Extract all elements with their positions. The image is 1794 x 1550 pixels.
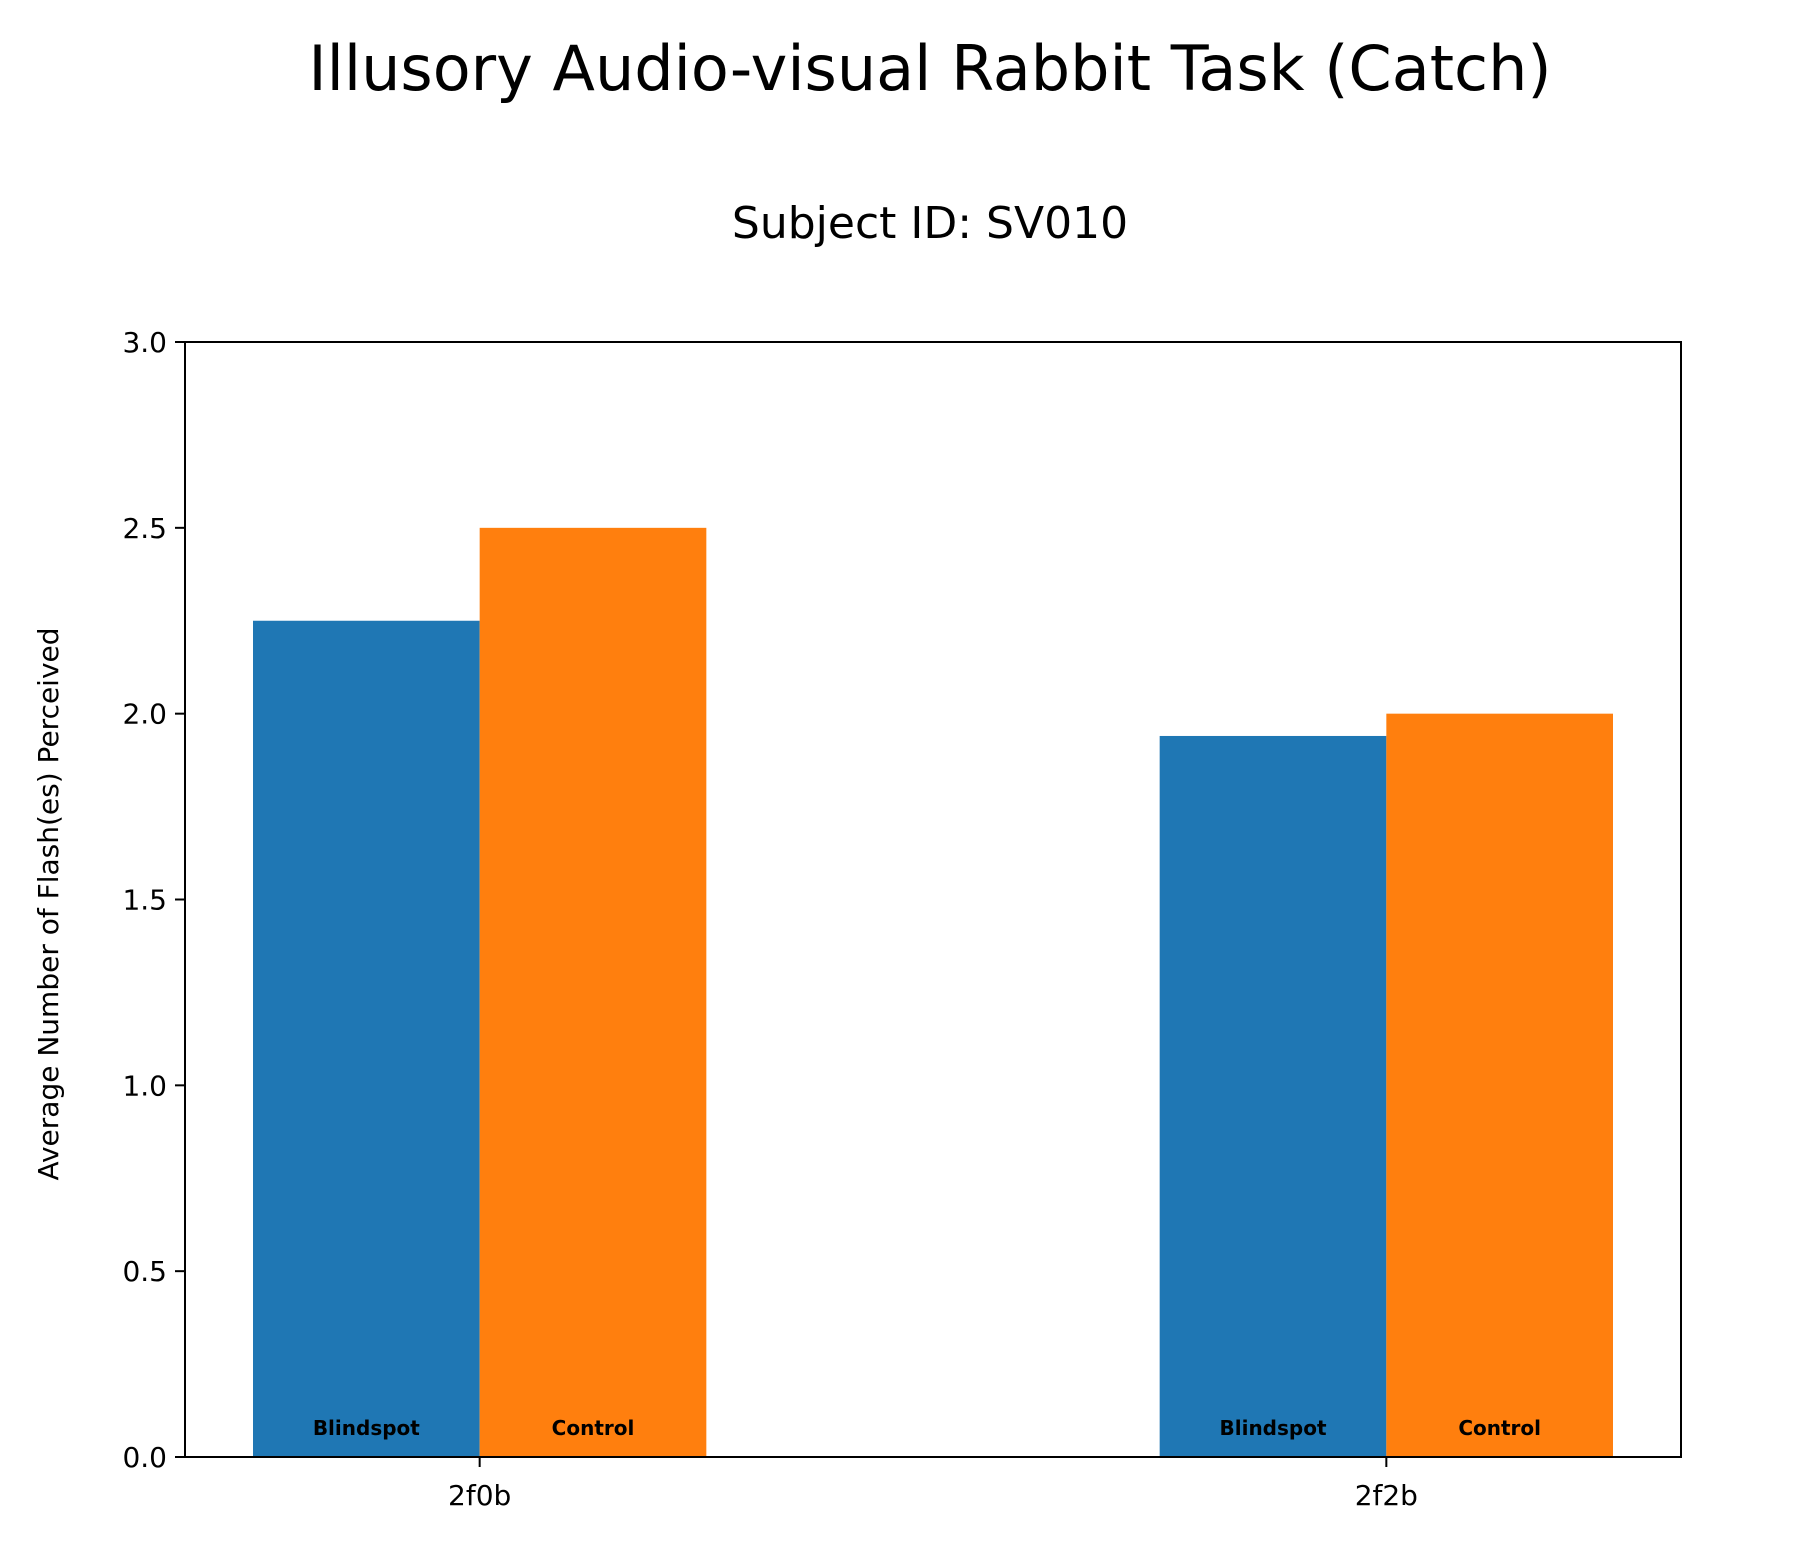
y-tick-label: 2.0: [122, 698, 167, 731]
y-tick-label: 1.5: [122, 884, 167, 917]
y-axis-label: Average Number of Flash(es) Perceived: [32, 627, 65, 1180]
y-tick-label: 1.0: [122, 1069, 167, 1102]
y-tick-label: 0.5: [122, 1255, 167, 1288]
y-tick-label: 2.5: [122, 512, 167, 545]
bar-label-control-2f0b: Control: [552, 1416, 635, 1440]
bar-blindspot-2f0b: [253, 620, 480, 1457]
bar-control-2f0b: [479, 527, 707, 1457]
bar-label-control-2f2b: Control: [1458, 1416, 1541, 1440]
chart-title: Illusory Audio-visual Rabbit Task (Catch…: [308, 32, 1551, 105]
y-tick-label: 3.0: [122, 326, 167, 359]
x-tick-label: 2f2b: [1355, 1479, 1418, 1512]
y-tick-label: 0.0: [122, 1441, 167, 1474]
chart-subtitle: Subject ID: SV010: [732, 198, 1128, 249]
x-tick-label: 2f0b: [448, 1479, 511, 1512]
bar-label-blindspot-2f2b: Blindspot: [1219, 1416, 1326, 1440]
bar-control-2f2b: [1386, 713, 1613, 1457]
bar-label-blindspot-2f0b: Blindspot: [313, 1416, 420, 1440]
bar-blindspot-2f2b: [1159, 735, 1387, 1457]
